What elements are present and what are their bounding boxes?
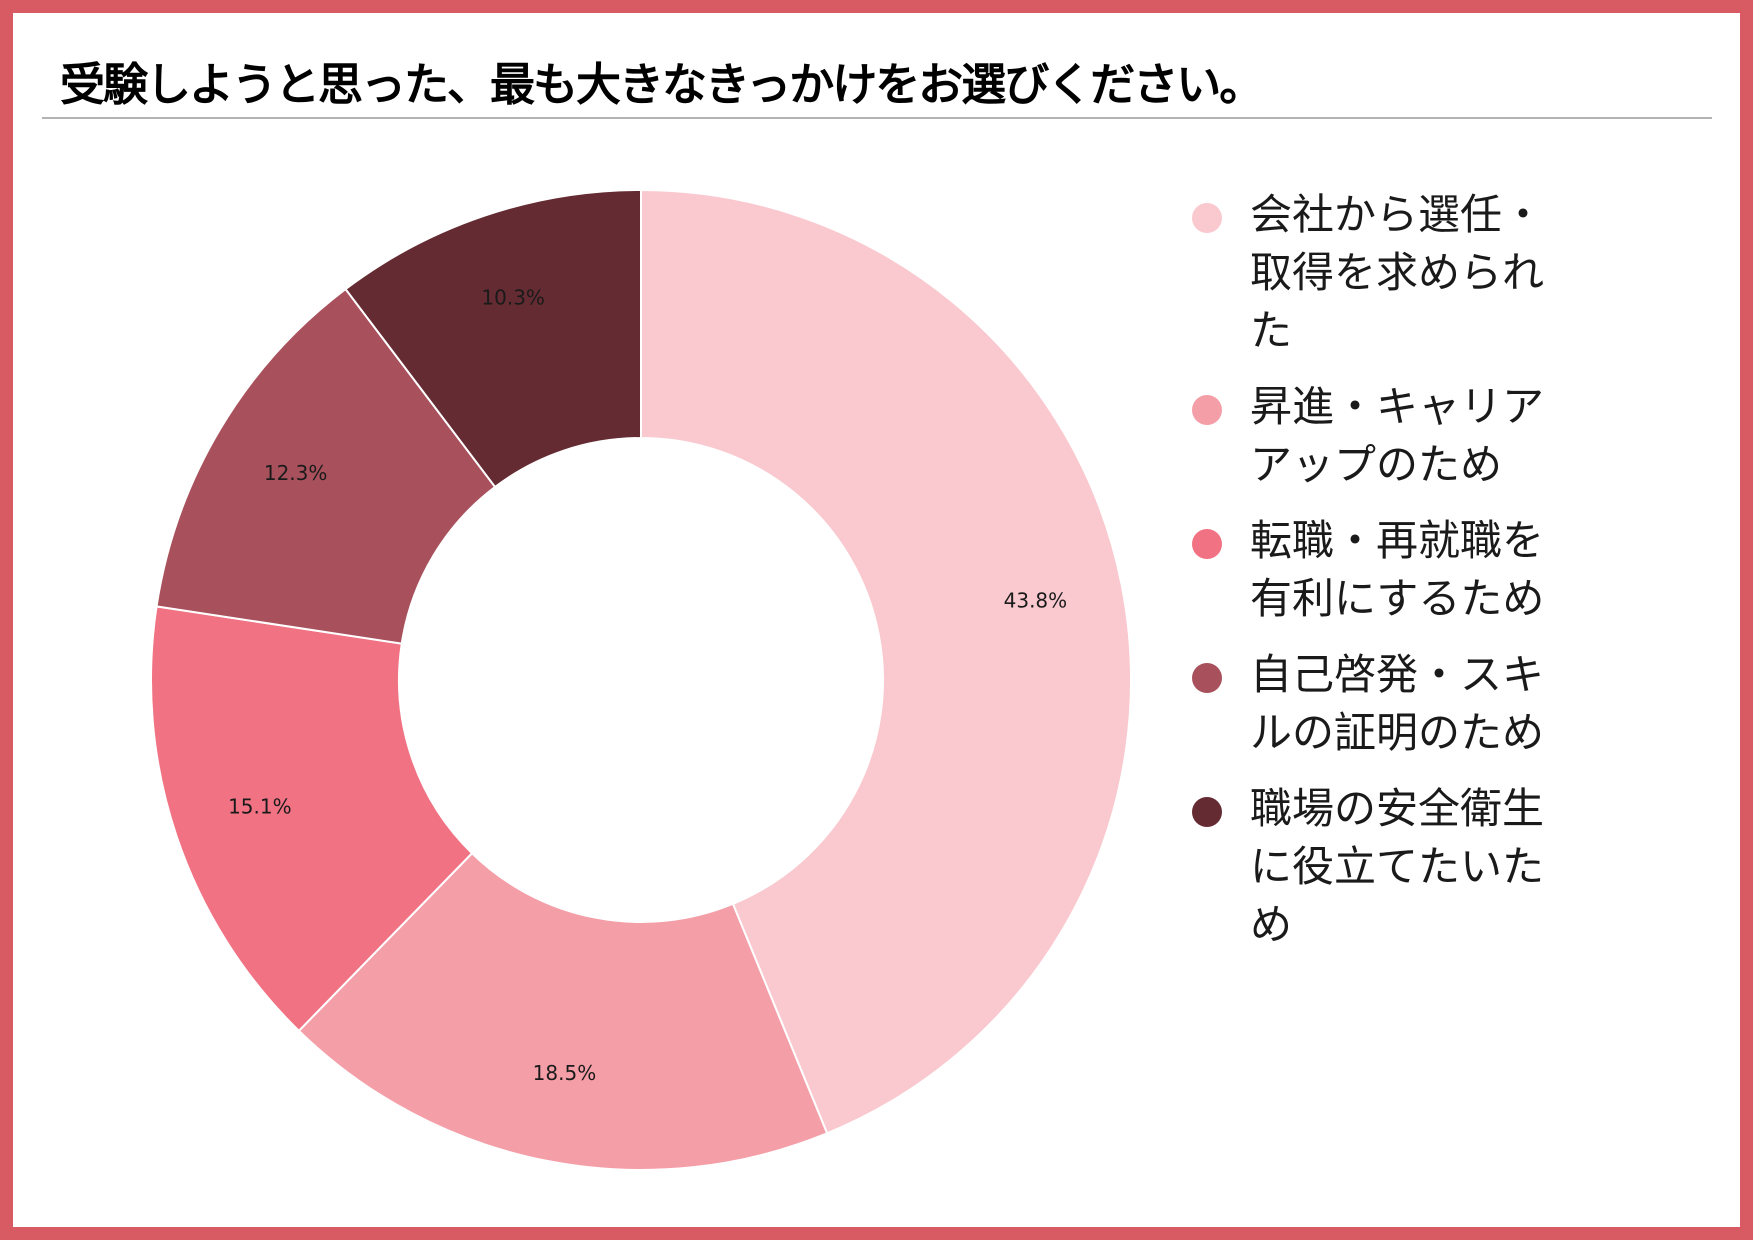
legend-label-4: 自己啓発・スキルの証明のため xyxy=(1250,650,1545,757)
donut-chart: 43.8% 18.5% 15.1% 12.3% 10.3% xyxy=(150,188,1132,1171)
legend-label-5: 職場の安全衛生に役立てたいため xyxy=(1250,784,1545,949)
donut-slices xyxy=(150,188,1132,1171)
donut-value-labels: 43.8% 18.5% 15.1% 12.3% 10.3% xyxy=(228,285,1067,1085)
donut-slice-2 xyxy=(297,851,829,1171)
legend-item-2: 昇進・キャリアアップのため xyxy=(1192,378,1612,494)
legend-item-3: 転職・再就職を有利にするため xyxy=(1192,512,1612,628)
legend-swatch-5 xyxy=(1192,797,1222,827)
chart-legend: 会社から選任・取得を求められた昇進・キャリアアップのため 転職・再就職を有利にする… xyxy=(1192,186,1612,972)
slice-value-label-1: 43.8% xyxy=(1004,589,1068,613)
donut-slice-1 xyxy=(640,188,1132,1135)
legend-swatch-4 xyxy=(1192,663,1222,693)
chart-title: 受験しようと思った、最も大きなきっかけをお選びください。 xyxy=(60,58,1264,111)
slice-value-label-2: 18.5% xyxy=(533,1061,597,1085)
legend-swatch-1 xyxy=(1192,203,1222,233)
legend-item-4: 自己啓発・スキルの証明のため xyxy=(1192,646,1612,762)
legend-label-2: 昇進・キャリアアップのため xyxy=(1250,382,1545,489)
legend-label-1: 会社から選任・取得を求められた xyxy=(1250,190,1545,355)
slice-value-label-5: 10.3% xyxy=(481,285,545,309)
legend-item-5: 職場の安全衛生に役立てたいため xyxy=(1192,780,1612,954)
slice-value-label-3: 15.1% xyxy=(228,794,292,818)
legend-item-1: 会社から選任・取得を求められた xyxy=(1192,186,1612,360)
legend-swatch-3 xyxy=(1192,529,1222,559)
slice-value-label-4: 12.3% xyxy=(264,461,328,485)
donut-slice-4 xyxy=(155,287,497,645)
title-divider xyxy=(42,117,1712,119)
legend-label-3: 転職・再就職を有利にするため xyxy=(1250,516,1545,623)
legend-swatch-2 xyxy=(1192,395,1222,425)
donut-slice-3 xyxy=(150,605,474,1033)
donut-slice-5 xyxy=(344,188,642,489)
